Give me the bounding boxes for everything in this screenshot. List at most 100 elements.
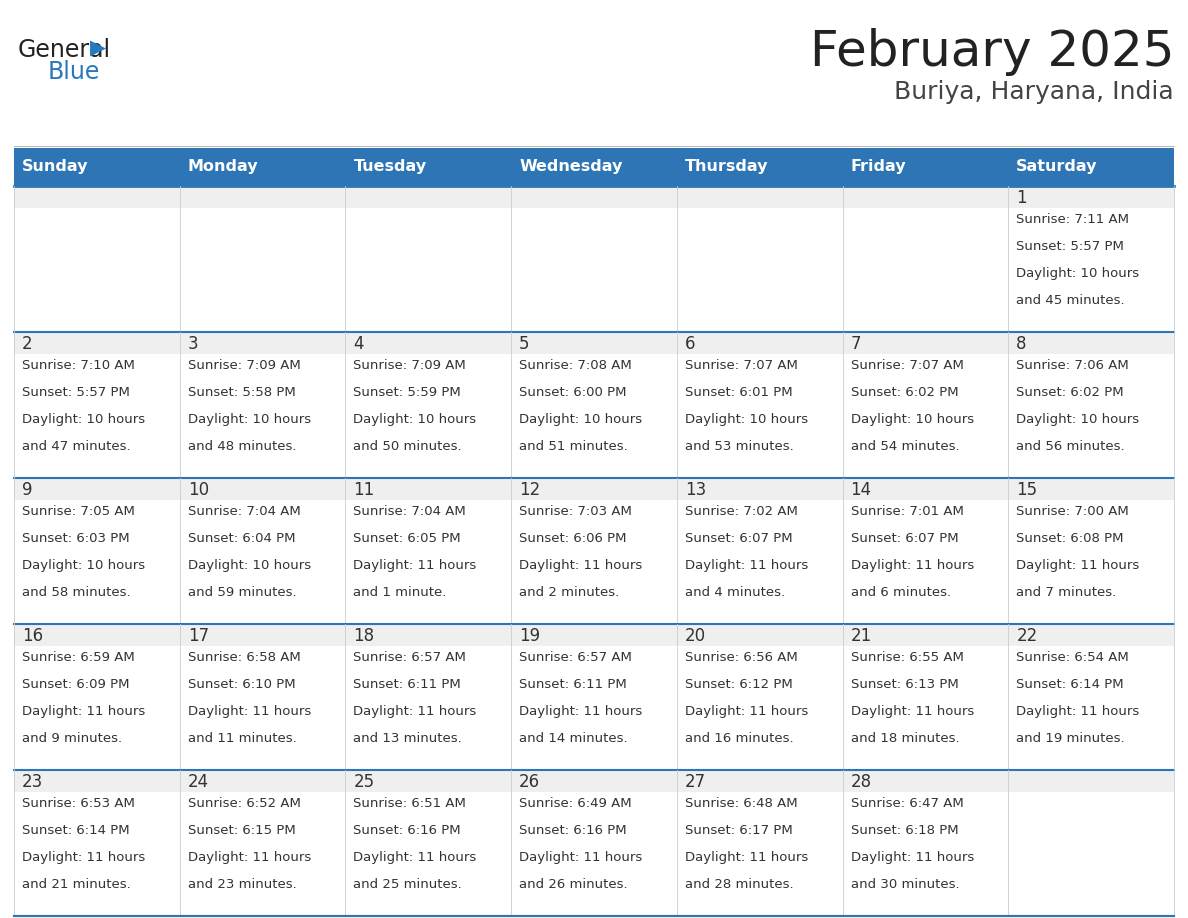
Text: Daylight: 11 hours: Daylight: 11 hours	[1016, 559, 1139, 572]
Bar	[1009, 148, 1174, 186]
Bar	[1009, 208, 1174, 332]
Bar	[677, 148, 842, 186]
Bar	[1009, 354, 1174, 478]
Bar	[511, 208, 677, 332]
Text: and 21 minutes.: and 21 minutes.	[23, 878, 131, 891]
Text: and 2 minutes.: and 2 minutes.	[519, 586, 619, 599]
Bar	[179, 646, 346, 770]
Text: Sunrise: 7:09 AM: Sunrise: 7:09 AM	[188, 359, 301, 372]
Bar	[1009, 770, 1174, 792]
Bar	[1009, 792, 1174, 916]
Text: and 11 minutes.: and 11 minutes.	[188, 732, 297, 744]
Bar	[677, 478, 842, 500]
Text: Sunrise: 7:07 AM: Sunrise: 7:07 AM	[684, 359, 797, 372]
Bar	[842, 186, 1009, 208]
Text: 3: 3	[188, 335, 198, 353]
Text: 1: 1	[1016, 189, 1026, 207]
Text: and 30 minutes.: and 30 minutes.	[851, 878, 959, 891]
Text: Sunset: 5:59 PM: Sunset: 5:59 PM	[353, 386, 461, 399]
Text: Saturday: Saturday	[1016, 160, 1098, 174]
Bar	[179, 148, 346, 186]
Text: Daylight: 10 hours: Daylight: 10 hours	[23, 413, 145, 426]
Bar	[842, 208, 1009, 332]
Text: Sunset: 6:07 PM: Sunset: 6:07 PM	[684, 532, 792, 545]
Bar	[14, 478, 179, 500]
Bar	[511, 332, 677, 354]
Text: Sunrise: 7:07 AM: Sunrise: 7:07 AM	[851, 359, 963, 372]
Text: Sunset: 6:09 PM: Sunset: 6:09 PM	[23, 678, 129, 691]
Text: and 59 minutes.: and 59 minutes.	[188, 586, 296, 599]
Text: and 4 minutes.: and 4 minutes.	[684, 586, 785, 599]
Text: Sunrise: 6:48 AM: Sunrise: 6:48 AM	[684, 797, 797, 810]
Text: Daylight: 10 hours: Daylight: 10 hours	[1016, 413, 1139, 426]
Text: and 54 minutes.: and 54 minutes.	[851, 440, 959, 453]
Text: Sunset: 6:16 PM: Sunset: 6:16 PM	[519, 824, 627, 837]
Text: Daylight: 11 hours: Daylight: 11 hours	[519, 705, 643, 718]
Text: Sunset: 6:00 PM: Sunset: 6:00 PM	[519, 386, 626, 399]
Bar	[677, 332, 842, 354]
Text: Daylight: 11 hours: Daylight: 11 hours	[684, 559, 808, 572]
Text: 23: 23	[23, 773, 43, 791]
Text: Buriya, Haryana, India: Buriya, Haryana, India	[895, 80, 1174, 104]
Text: 12: 12	[519, 481, 541, 499]
Text: Sunset: 6:03 PM: Sunset: 6:03 PM	[23, 532, 129, 545]
Bar	[346, 500, 511, 624]
Text: General: General	[18, 38, 112, 62]
Text: Sunrise: 7:01 AM: Sunrise: 7:01 AM	[851, 505, 963, 518]
Text: 9: 9	[23, 481, 32, 499]
Text: and 6 minutes.: and 6 minutes.	[851, 586, 950, 599]
Text: Daylight: 10 hours: Daylight: 10 hours	[188, 559, 311, 572]
Text: Sunrise: 7:00 AM: Sunrise: 7:00 AM	[1016, 505, 1129, 518]
Bar	[14, 500, 179, 624]
Text: Sunset: 6:11 PM: Sunset: 6:11 PM	[519, 678, 627, 691]
Text: 6: 6	[684, 335, 695, 353]
Text: Daylight: 11 hours: Daylight: 11 hours	[1016, 705, 1139, 718]
Text: Sunrise: 6:56 AM: Sunrise: 6:56 AM	[684, 651, 797, 664]
Text: Tuesday: Tuesday	[353, 160, 426, 174]
Text: 18: 18	[353, 627, 374, 645]
Bar	[677, 500, 842, 624]
Bar	[842, 148, 1009, 186]
Text: and 51 minutes.: and 51 minutes.	[519, 440, 628, 453]
Text: Sunset: 6:11 PM: Sunset: 6:11 PM	[353, 678, 461, 691]
Text: 19: 19	[519, 627, 541, 645]
Text: Sunrise: 6:57 AM: Sunrise: 6:57 AM	[353, 651, 467, 664]
Text: and 13 minutes.: and 13 minutes.	[353, 732, 462, 744]
Text: 11: 11	[353, 481, 374, 499]
Bar	[179, 208, 346, 332]
Text: 2: 2	[23, 335, 32, 353]
Text: Sunset: 6:04 PM: Sunset: 6:04 PM	[188, 532, 295, 545]
Text: Daylight: 11 hours: Daylight: 11 hours	[188, 851, 311, 864]
Text: Daylight: 11 hours: Daylight: 11 hours	[519, 559, 643, 572]
Text: Daylight: 11 hours: Daylight: 11 hours	[23, 851, 145, 864]
Text: ▶: ▶	[90, 38, 106, 58]
Text: 21: 21	[851, 627, 872, 645]
Bar	[14, 624, 179, 646]
Text: Sunrise: 7:11 AM: Sunrise: 7:11 AM	[1016, 213, 1130, 226]
Bar	[677, 646, 842, 770]
Text: 7: 7	[851, 335, 861, 353]
Bar	[511, 148, 677, 186]
Bar	[179, 478, 346, 500]
Bar	[1009, 332, 1174, 354]
Text: Sunrise: 7:04 AM: Sunrise: 7:04 AM	[188, 505, 301, 518]
Text: Daylight: 10 hours: Daylight: 10 hours	[23, 559, 145, 572]
Text: Daylight: 11 hours: Daylight: 11 hours	[353, 705, 476, 718]
Bar	[14, 354, 179, 478]
Text: Friday: Friday	[851, 160, 906, 174]
Text: Sunrise: 6:57 AM: Sunrise: 6:57 AM	[519, 651, 632, 664]
Bar	[677, 770, 842, 792]
Bar	[842, 500, 1009, 624]
Text: Daylight: 11 hours: Daylight: 11 hours	[353, 851, 476, 864]
Bar	[511, 186, 677, 208]
Bar	[14, 792, 179, 916]
Text: Sunset: 6:02 PM: Sunset: 6:02 PM	[1016, 386, 1124, 399]
Text: Sunrise: 6:49 AM: Sunrise: 6:49 AM	[519, 797, 632, 810]
Text: Daylight: 11 hours: Daylight: 11 hours	[353, 559, 476, 572]
Text: 16: 16	[23, 627, 43, 645]
Text: Sunrise: 6:52 AM: Sunrise: 6:52 AM	[188, 797, 301, 810]
Text: Monday: Monday	[188, 160, 258, 174]
Text: Thursday: Thursday	[684, 160, 769, 174]
Bar	[179, 770, 346, 792]
Text: 17: 17	[188, 627, 209, 645]
